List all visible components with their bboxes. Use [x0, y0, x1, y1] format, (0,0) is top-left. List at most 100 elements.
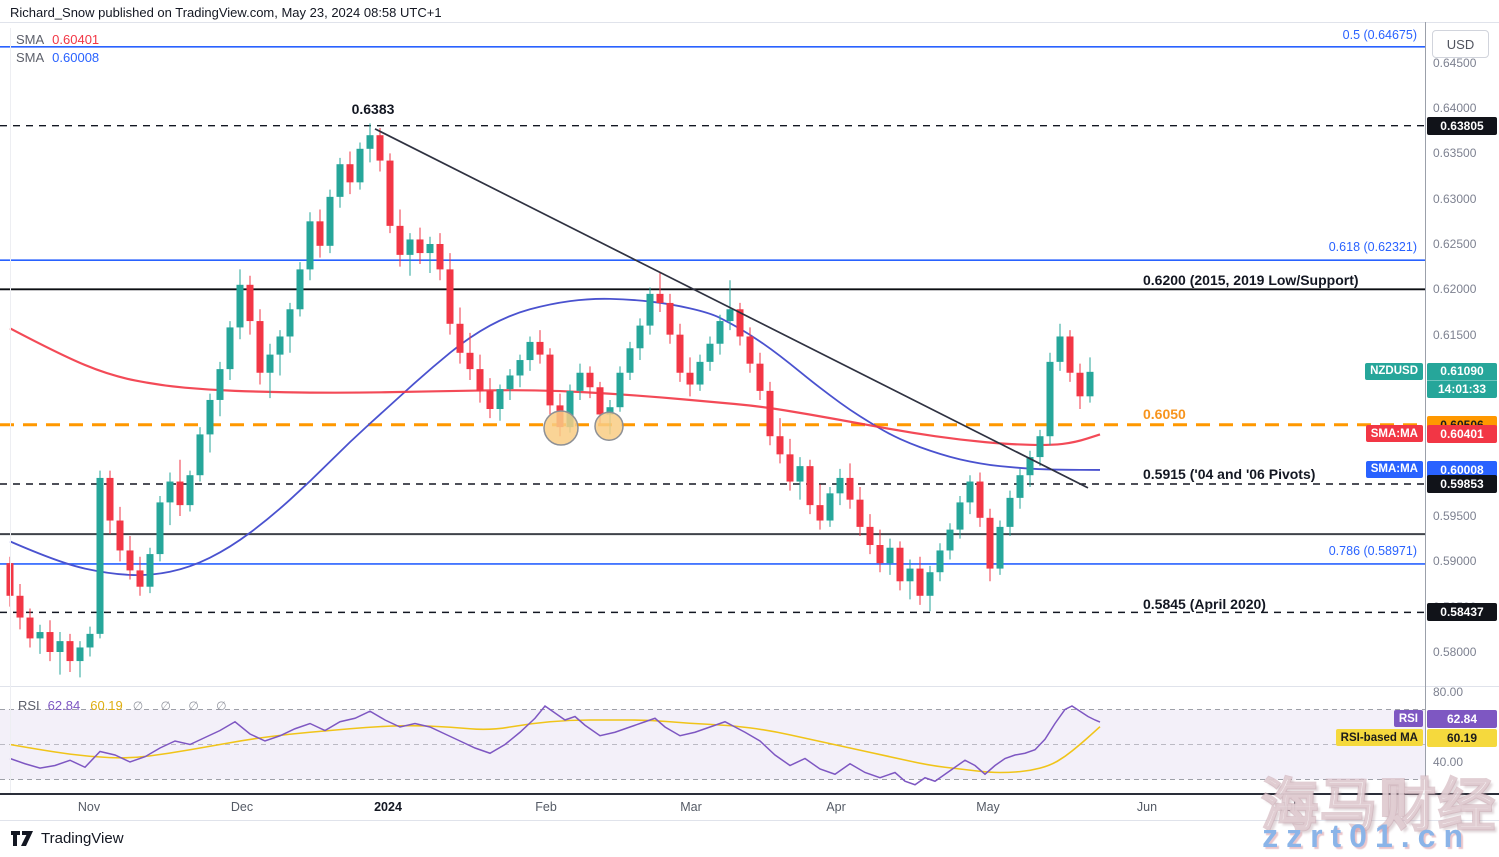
- candle-body: [176, 481, 184, 506]
- candle-body: [946, 529, 954, 551]
- price-axis-border: [1425, 22, 1426, 820]
- time-label-Apr: Apr: [826, 800, 846, 814]
- candle-body: [676, 334, 684, 373]
- candle-body: [826, 493, 834, 521]
- candle-body: [286, 309, 294, 337]
- indicator-legend[interactable]: SMA 0.60401 SMA 0.60008: [16, 31, 99, 67]
- candle-body: [426, 244, 434, 254]
- candle-body: [136, 570, 144, 587]
- candle-body: [456, 323, 464, 353]
- footer-bar: TradingView: [10, 830, 124, 847]
- candle-body: [356, 148, 364, 183]
- watermark-url: zzrt01.cn: [1262, 818, 1471, 854]
- annotation-2[interactable]: 0.6200 (2015, 2019 Low/Support): [1143, 272, 1359, 288]
- sma-fast-value: 0.60401: [52, 32, 100, 47]
- fib-label-1[interactable]: 0.5 (0.64675): [1342, 28, 1417, 42]
- rsi-scale-label-80: 80.00: [1433, 685, 1464, 699]
- time-label-Jul: Jul: [1280, 800, 1296, 814]
- candle-body: [476, 369, 484, 391]
- candle-body: [446, 269, 454, 324]
- candle-body: [66, 641, 74, 662]
- time-label-Nov: Nov: [77, 800, 101, 814]
- time-label-May: May: [976, 800, 1000, 814]
- price-label-0.59500: 0.59500: [1433, 509, 1477, 523]
- annotation-3[interactable]: 0.6050: [1143, 406, 1186, 422]
- sma-fast-line[interactable]: [9, 327, 1101, 447]
- annotation-1[interactable]: 0.6383: [351, 101, 395, 117]
- candle-body: [566, 390, 574, 428]
- candle-body: [756, 363, 764, 391]
- candle-body: [926, 572, 934, 596]
- candle-body: [536, 341, 544, 355]
- sma-fast-label: SMA: [16, 32, 45, 47]
- price-badge-0.60008: 0.60008: [1427, 460, 1497, 479]
- candle-body: [546, 354, 554, 406]
- price-label-0.61500: 0.61500: [1433, 327, 1477, 342]
- candles[interactable]: [6, 123, 1094, 678]
- candle-body: [726, 309, 734, 322]
- candle-body: [56, 641, 64, 652]
- fib-label-2[interactable]: 0.618 (0.62321): [1328, 240, 1417, 254]
- rsi-line[interactable]: [9, 704, 1101, 786]
- candle-body: [626, 348, 634, 373]
- rsi-chip-RSI-based MA: RSI-based MA: [1335, 729, 1423, 746]
- time-label-Dec: Dec: [230, 800, 254, 814]
- rsi-ma-line[interactable]: [9, 719, 1101, 774]
- candle-body: [486, 390, 494, 410]
- footer-separator: [0, 820, 1499, 821]
- rsi-ma-value: 60.19: [90, 698, 123, 713]
- candle-body: [606, 407, 614, 415]
- candle-body: [386, 160, 394, 226]
- time-label-Feb: Feb: [535, 800, 557, 814]
- candle-body: [876, 545, 884, 564]
- tradingview-logo-icon[interactable]: [10, 830, 34, 847]
- price-label-0.64000: 0.64000: [1433, 101, 1477, 115]
- time-label-2024: 2024: [374, 800, 402, 814]
- highlight-circle-2[interactable]: [594, 411, 624, 441]
- candle-body: [416, 239, 424, 254]
- rsi-badge-60.19: 60.19: [1427, 729, 1497, 747]
- candle-body: [766, 390, 774, 437]
- candle-body: [46, 632, 54, 652]
- candle-body: [76, 647, 84, 662]
- candle-body: [496, 389, 504, 410]
- candle-body: [886, 547, 894, 564]
- fib-label-3[interactable]: 0.786 (0.58971): [1328, 544, 1417, 558]
- candle-body: [806, 466, 814, 506]
- rsi-legend[interactable]: RSI 62.84 60.19 ∅ ∅ ∅ ∅: [18, 698, 234, 713]
- candle-body: [706, 343, 714, 362]
- sma-fast-legend-row[interactable]: SMA 0.60401: [16, 31, 99, 49]
- candle-body: [996, 526, 1004, 569]
- candle-body: [106, 477, 114, 521]
- rsi-chip-RSI: RSI: [1393, 710, 1423, 727]
- annotation-4[interactable]: 0.5915 ('04 and '06 Pivots): [1143, 466, 1316, 482]
- candle-body: [336, 164, 344, 197]
- price-badge-0.63805: 0.63805: [1427, 116, 1497, 135]
- candle-body: [906, 568, 914, 582]
- candle-body: [1006, 497, 1014, 527]
- candle-body: [1076, 372, 1084, 397]
- candle-body: [196, 434, 204, 476]
- candle-body: [156, 502, 164, 555]
- sma-slow-legend-row[interactable]: SMA 0.60008: [16, 49, 99, 67]
- candle-body: [36, 632, 44, 639]
- descending-trendline[interactable]: [374, 128, 1089, 489]
- highlight-circle-1[interactable]: [543, 410, 579, 446]
- symbol-chip: NZDUSD: [1365, 362, 1423, 380]
- rsi-label: RSI: [18, 698, 40, 713]
- candle-body: [1066, 336, 1074, 373]
- tradingview-brand-text[interactable]: TradingView: [41, 830, 124, 847]
- currency-button[interactable]: USD: [1432, 30, 1489, 58]
- candle-body: [1016, 475, 1024, 498]
- candle-body: [466, 352, 474, 370]
- rsi-value: 62.84: [47, 698, 81, 713]
- candle-body: [86, 633, 94, 648]
- candle-body: [406, 239, 414, 255]
- candle-body: [326, 196, 334, 246]
- candle-body: [976, 481, 984, 518]
- annotation-5[interactable]: 0.5845 (April 2020): [1143, 596, 1266, 612]
- price-label-0.58000: 0.58000: [1433, 645, 1477, 659]
- candle-body: [316, 221, 324, 246]
